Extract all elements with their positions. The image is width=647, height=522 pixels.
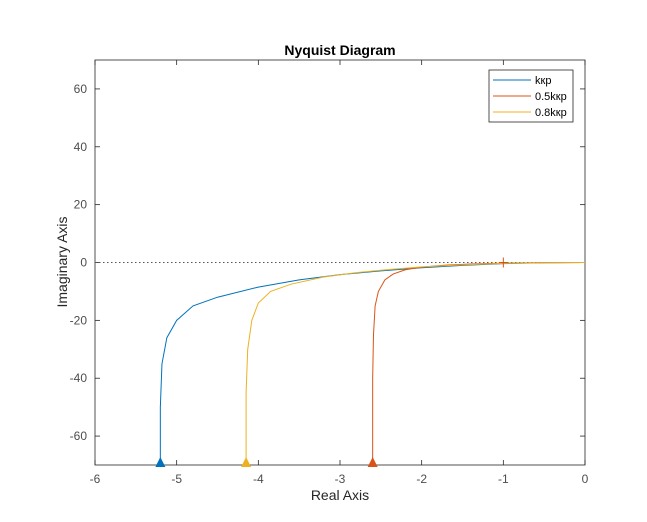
legend: kкр 0.5kкр 0.8kкр [488,69,574,123]
legend-label-0: kкр [535,75,551,87]
y-tick-label: 0 [80,256,87,270]
y-tick-label: 60 [74,82,88,96]
series-arrow-2 [241,457,252,467]
y-tick-label: 40 [74,140,88,154]
chart-title: Nyquist Diagram [284,42,395,58]
y-tick-label: -60 [70,429,88,443]
x-axis-label: Real Axis [311,487,369,503]
series-arrow-1 [367,457,378,467]
y-axis-label: Imaginary Axis [54,216,70,307]
y-tick-label: 20 [74,198,88,212]
x-tick-label: -4 [253,472,264,486]
plot-area: -6 -5 -4 -3 -2 -1 0 -60 -40 -20 0 20 40 60 [70,59,589,486]
legend-label-2: 0.8kкр [535,107,567,119]
x-tick-label: 0 [582,472,589,486]
x-tick-label: -3 [335,472,346,486]
x-tick-label: -1 [498,472,509,486]
x-tick-label: -5 [171,472,182,486]
x-tick-label: -2 [416,472,427,486]
series-line-2 [245,262,586,465]
legend-label-1: 0.5kкр [535,91,567,103]
x-tick-label: -6 [90,472,101,486]
y-tick-label: -20 [70,313,88,327]
y-tick-label: -40 [70,371,88,385]
series-arrow-0 [155,457,166,467]
